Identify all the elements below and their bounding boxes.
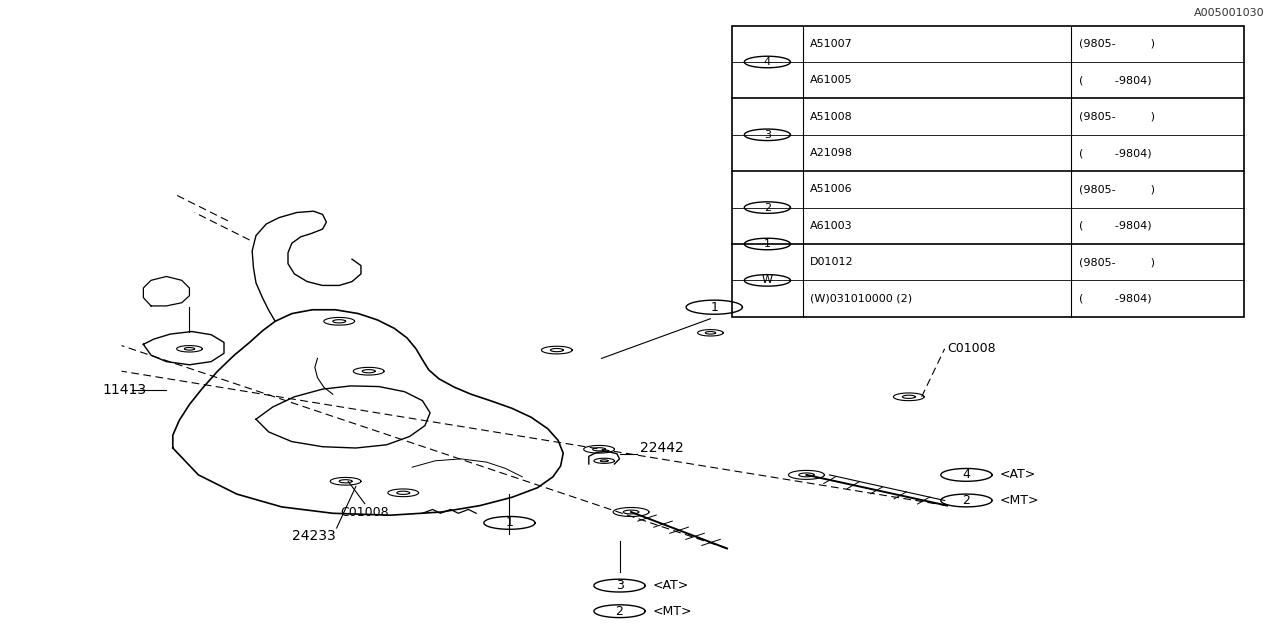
Text: C01008: C01008 [947,342,996,355]
Text: 11413: 11413 [102,383,146,397]
Text: (9805-          ): (9805- ) [1079,39,1155,49]
Text: A61005: A61005 [810,76,852,85]
Text: 4: 4 [963,468,970,481]
Text: A21098: A21098 [810,148,854,158]
Text: (W)031010000 (2): (W)031010000 (2) [810,294,913,303]
Text: <MT>: <MT> [1000,494,1039,507]
Text: 3: 3 [616,579,623,592]
Text: D01012: D01012 [810,257,854,268]
Text: A51006: A51006 [810,184,852,195]
Text: (9805-          ): (9805- ) [1079,257,1155,268]
Text: 4: 4 [764,57,771,67]
Text: C01008: C01008 [340,506,389,518]
Text: (         -9804): ( -9804) [1079,76,1152,85]
Text: (9805-          ): (9805- ) [1079,184,1155,195]
Text: A51007: A51007 [810,39,852,49]
Text: 1: 1 [710,301,718,314]
Text: 2: 2 [963,494,970,507]
Text: 1: 1 [764,239,771,249]
Text: 3: 3 [764,130,771,140]
Text: <MT>: <MT> [653,605,692,618]
Text: 22442: 22442 [640,441,684,455]
Text: (         -9804): ( -9804) [1079,221,1152,231]
Text: A005001030: A005001030 [1194,8,1265,18]
Text: 1: 1 [506,516,513,529]
Text: <AT>: <AT> [653,579,689,592]
Text: W: W [762,275,773,285]
Text: (         -9804): ( -9804) [1079,148,1152,158]
Text: (         -9804): ( -9804) [1079,294,1152,303]
Text: 2: 2 [764,203,771,212]
Text: <AT>: <AT> [1000,468,1036,481]
Text: A51008: A51008 [810,111,852,122]
Text: A61003: A61003 [810,221,852,231]
Text: (9805-          ): (9805- ) [1079,111,1155,122]
Bar [732,26,1244,317]
Text: 24233: 24233 [292,529,335,543]
Text: 2: 2 [616,605,623,618]
